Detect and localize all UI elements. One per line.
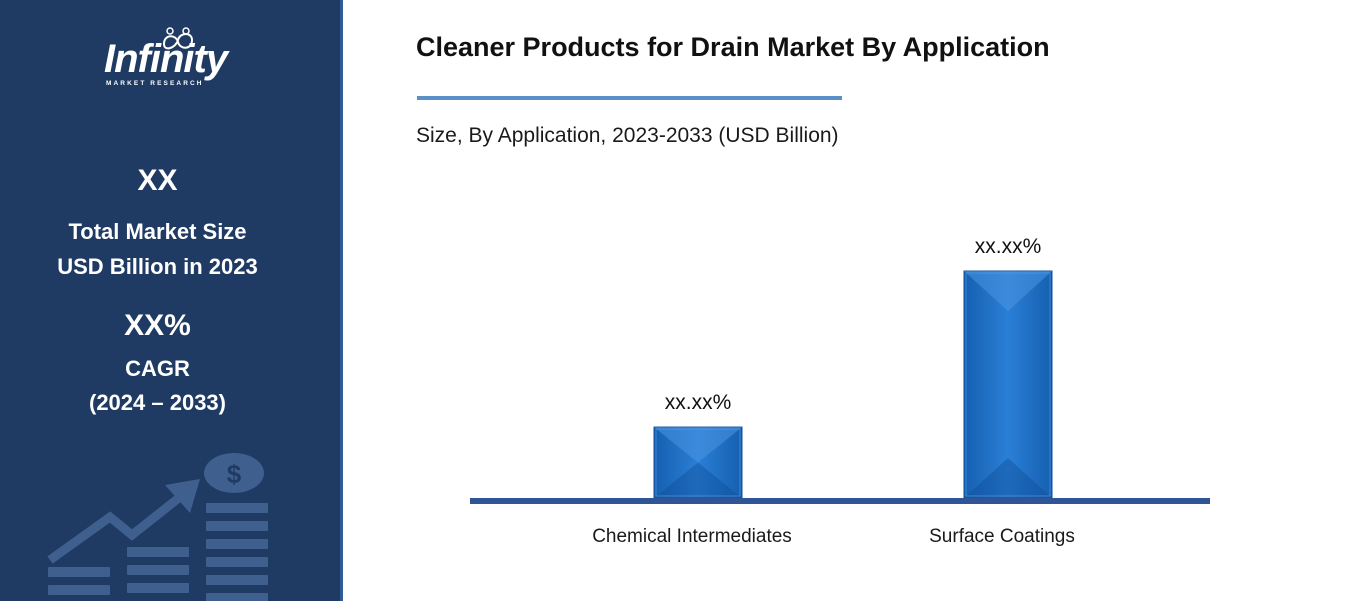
logo-wordmark: Infinity xyxy=(104,37,228,81)
growth-chart-dollar-icon: $ xyxy=(47,453,268,601)
sidebar: Infinity MARKET RESEARCH XX Total Market… xyxy=(0,0,340,601)
cagr-label: CAGR xyxy=(125,356,190,381)
chart-title: Cleaner Products for Drain Market By App… xyxy=(416,32,1050,62)
company-logo[interactable]: Infinity MARKET RESEARCH xyxy=(100,26,240,96)
svg-text:$: $ xyxy=(227,459,242,489)
logo-tagline: MARKET RESEARCH xyxy=(106,80,204,87)
title-underline xyxy=(417,96,842,100)
cagr-value: XX% xyxy=(124,309,191,342)
market-size-value: XX xyxy=(137,164,178,197)
sidebar-divider xyxy=(340,0,343,601)
market-size-label: Total Market Size xyxy=(68,219,247,244)
chart-subtitle: Size, By Application, 2023-2033 (USD Bil… xyxy=(416,124,839,147)
logo-swirl-icon xyxy=(162,27,194,50)
bar-chemical-intermediates xyxy=(653,426,743,499)
data-label: xx.xx% xyxy=(975,235,1042,258)
market-size-unit: USD Billion in 2023 xyxy=(57,254,258,279)
x-tick-label: Chemical Intermediates xyxy=(592,526,792,547)
cagr-period: (2024 – 2033) xyxy=(89,390,226,415)
x-tick-label: Surface Coatings xyxy=(929,526,1075,547)
data-label: xx.xx% xyxy=(665,391,732,414)
bar-surface-coatings xyxy=(963,270,1053,499)
